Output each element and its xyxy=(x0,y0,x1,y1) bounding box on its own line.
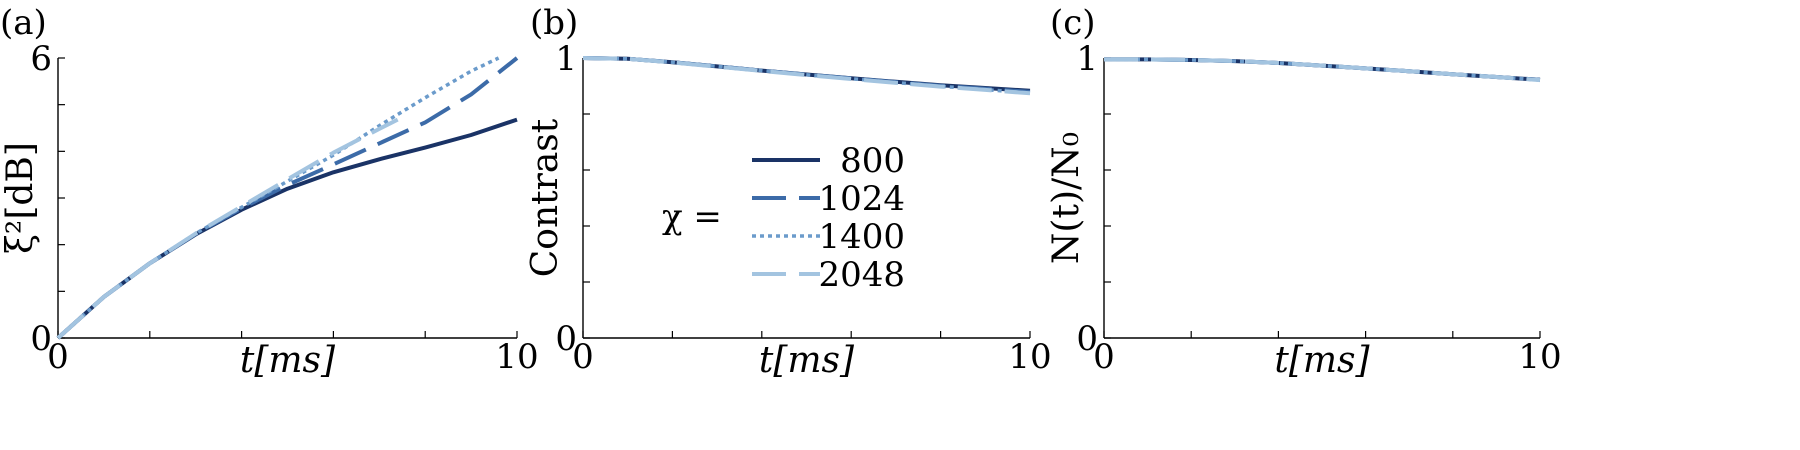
legend-entry-1400: 1400 xyxy=(818,217,905,257)
panel-a: (a) 0 10 0 6 t[ms] ξ²[dB] xyxy=(0,3,539,381)
x-tick-label: 0 xyxy=(572,337,594,377)
series-line-1400 xyxy=(1104,57,1541,82)
legend-prefix: χ = xyxy=(662,197,722,237)
y-tick-label: 0 xyxy=(555,319,577,359)
x-tick-label: 0 xyxy=(1093,337,1115,377)
y-axis-label: ξ²[dB] xyxy=(0,142,41,254)
y-tick-label: 0 xyxy=(1076,319,1098,359)
y-axis-label: Contrast xyxy=(525,118,566,277)
panel-label: (a) xyxy=(0,3,47,43)
y-axis-label: N(t)/N₀ xyxy=(1046,132,1087,264)
x-axis-label: t[ms] xyxy=(759,340,855,381)
y-tick-label: 0 xyxy=(30,319,52,359)
panel-c: (c) 0 10 0 1 t[ms] N(t)/N₀ xyxy=(1046,3,1562,381)
legend-entry-2048: 2048 xyxy=(818,255,905,295)
series-line-2048 xyxy=(1104,57,1541,83)
series-line-2048 xyxy=(582,56,1031,96)
legend-entry-800: 800 xyxy=(840,141,905,181)
series-line-1024 xyxy=(56,56,519,340)
panel-b: (b) 0 10 0 1 t[ms] Contrast xyxy=(525,3,1052,381)
legend-entry-1024: 1024 xyxy=(818,179,905,219)
x-tick-label: 10 xyxy=(1008,337,1051,377)
x-tick-label: 10 xyxy=(495,337,538,377)
x-axis-label: t[ms] xyxy=(1274,340,1370,381)
series-line-800 xyxy=(56,117,518,340)
panel-label: (b) xyxy=(530,3,578,43)
y-tick-label: 1 xyxy=(555,39,577,79)
x-tick-label: 0 xyxy=(47,337,69,377)
x-axis-label: t[ms] xyxy=(240,340,336,381)
y-tick-label: 6 xyxy=(30,39,52,79)
series-line-2048 xyxy=(56,117,399,340)
x-tick-label: 10 xyxy=(1518,337,1561,377)
series-line-1400 xyxy=(56,56,500,340)
panel-label: (c) xyxy=(1050,3,1096,43)
y-tick-label: 1 xyxy=(1076,39,1098,79)
